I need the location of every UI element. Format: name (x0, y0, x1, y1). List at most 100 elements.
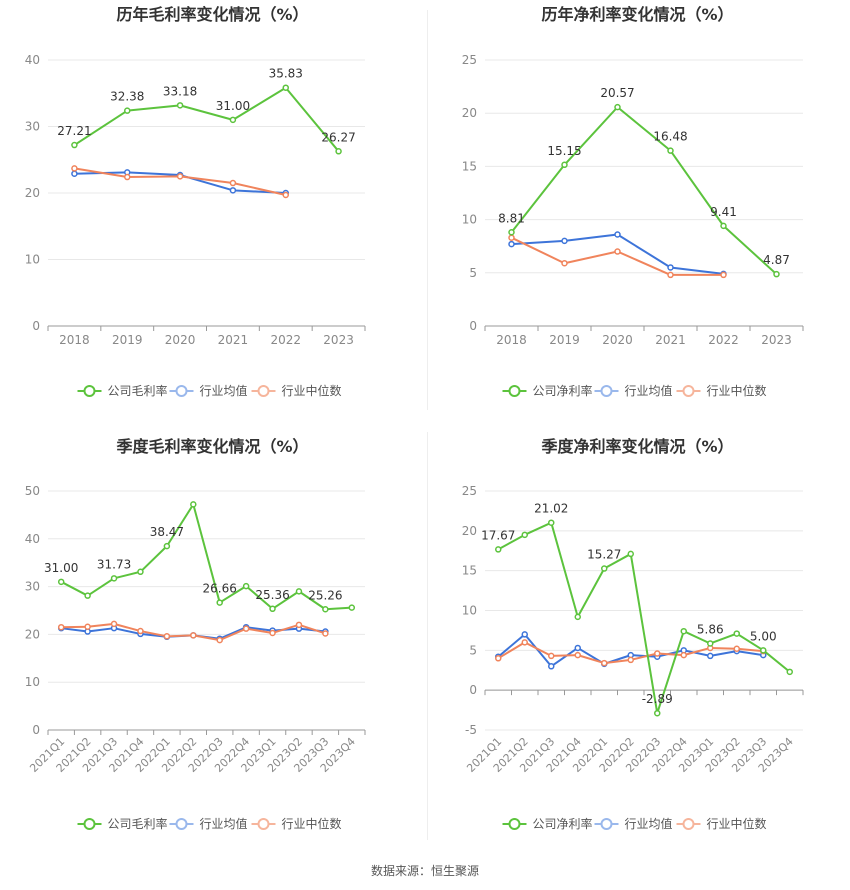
data-point (760, 647, 767, 654)
data-point (242, 582, 250, 590)
legend-label: 公司毛利率 (108, 383, 168, 398)
legend-label: 公司毛利率 (108, 816, 168, 831)
y-tick-label: 15 (462, 564, 477, 578)
legend-swatch-marker (682, 818, 695, 830)
data-point (348, 604, 356, 611)
data-label: 17.67 (481, 528, 515, 542)
data-point (137, 627, 144, 635)
legend-swatch-marker (508, 385, 521, 397)
data-label: 20.57 (600, 86, 634, 100)
data-point (614, 248, 621, 255)
x-tick-label: 2019 (549, 333, 580, 347)
data-label: 26.66 (203, 582, 237, 596)
chart-title: 季度净利率变化情况（%） (540, 437, 733, 456)
legend-item: 行业均值 (594, 383, 673, 398)
y-tick-label: 25 (462, 484, 477, 498)
panel-divider (427, 432, 428, 840)
legend-label: 行业中位数 (282, 383, 342, 398)
data-label: 38.47 (150, 525, 184, 539)
data-point (84, 592, 91, 599)
legend-swatch-marker (257, 818, 270, 830)
data-point (561, 259, 568, 267)
chart-title: 历年毛利率变化情况（%） (116, 5, 308, 24)
x-tick-label: 2019 (112, 333, 143, 347)
data-label: 25.36 (255, 588, 289, 602)
x-tick-label: 2022 (270, 333, 301, 347)
chart-quarterly-gross-margin-svg: 季度毛利率变化情况（%）010203040502021Q12021Q22021Q… (25, 437, 366, 831)
chart-annual-gross-margin-svg: 历年毛利率变化情况（%） 0 10 20 30 40 2018 2019 2020 2021 202… (25, 5, 366, 398)
legend-label: 行业均值 (200, 383, 248, 398)
x-tick-label: 2021 (655, 333, 686, 347)
legend-item: 行业中位数 (676, 816, 767, 831)
data-point (548, 652, 555, 660)
data-point (190, 632, 197, 639)
data-source-note: 数据来源：恒生聚源 (370, 864, 479, 878)
data-point (216, 636, 223, 644)
data-point (508, 240, 515, 248)
data-label: 26.27 (321, 130, 355, 144)
data-label: 25.26 (308, 588, 342, 602)
data-point (667, 271, 674, 279)
data-point (176, 173, 184, 180)
x-tick-label: 2018 (59, 333, 90, 347)
data-point (521, 631, 528, 638)
legend-label: 行业中位数 (282, 816, 342, 831)
legend-label: 公司净利率 (533, 816, 593, 831)
data-point (733, 630, 740, 637)
y-tick-label: 0 (469, 683, 477, 697)
legend-item: 行业中位数 (251, 816, 342, 831)
data-point (335, 148, 342, 155)
legend-item: 行业均值 (594, 816, 673, 831)
data-point (574, 613, 581, 621)
data-point (720, 222, 727, 230)
data-label: 15.15 (547, 144, 581, 158)
data-point (269, 629, 276, 637)
data-point (733, 645, 740, 652)
x-tick-label: 2020 (602, 333, 633, 347)
data-point (521, 531, 528, 539)
data-point (216, 599, 223, 606)
chart-annual-net-margin: 历年净利率变化情况（%） 0 5 10 15 20 25 2018 2019 2020 2021 20… (425, 0, 850, 420)
legend-label: 行业均值 (625, 816, 673, 831)
data-point (57, 623, 65, 631)
y-tick-label: 20 (25, 627, 40, 641)
x-tick-label: 2023 (323, 333, 354, 347)
legend-item: 行业中位数 (676, 383, 767, 398)
data-label: 21.02 (534, 502, 568, 516)
legend-label: 行业均值 (625, 383, 673, 398)
data-point (282, 84, 289, 91)
data-label: -2.89 (642, 692, 673, 706)
legend-label: 行业中位数 (707, 383, 767, 398)
y-tick-label: 10 (25, 253, 40, 267)
panel-divider (427, 10, 428, 410)
legend-label: 公司净利率 (533, 383, 593, 398)
legend-swatch-marker (600, 385, 613, 397)
data-point (561, 161, 568, 169)
data-label: 5.00 (750, 629, 777, 643)
data-point (57, 578, 65, 586)
chart-annual-net-margin-svg: 历年净利率变化情况（%） 0 5 10 15 20 25 2018 2019 2020 2021 20… (462, 5, 804, 398)
data-point (627, 656, 634, 664)
x-tick-label: 2022 (708, 333, 739, 347)
series-line (73, 86, 340, 152)
data-point (548, 519, 555, 526)
legend-item: 公司净利率 (502, 816, 593, 831)
legend-swatch-marker (83, 385, 96, 397)
legend-label: 行业均值 (200, 816, 248, 831)
chart-quarterly-net-margin: 季度净利率变化情况（%） -5 0 5 10 15 20 25 2021Q1 2021Q2 2021… (425, 425, 850, 850)
data-point (282, 191, 289, 199)
legend-swatch-marker (682, 385, 695, 397)
series-line (60, 503, 352, 611)
data-point (242, 625, 250, 632)
data-point (229, 187, 237, 194)
y-tick-label: 10 (462, 604, 477, 618)
data-point (508, 234, 515, 241)
y-tick-label: 40 (25, 532, 40, 546)
legend-label: 行业中位数 (707, 816, 767, 831)
data-point (574, 651, 581, 659)
data-point (71, 170, 78, 177)
data-point (71, 141, 78, 149)
data-point (71, 165, 78, 172)
data-label: 8.81 (498, 211, 525, 225)
legend-swatch-marker (175, 818, 188, 830)
